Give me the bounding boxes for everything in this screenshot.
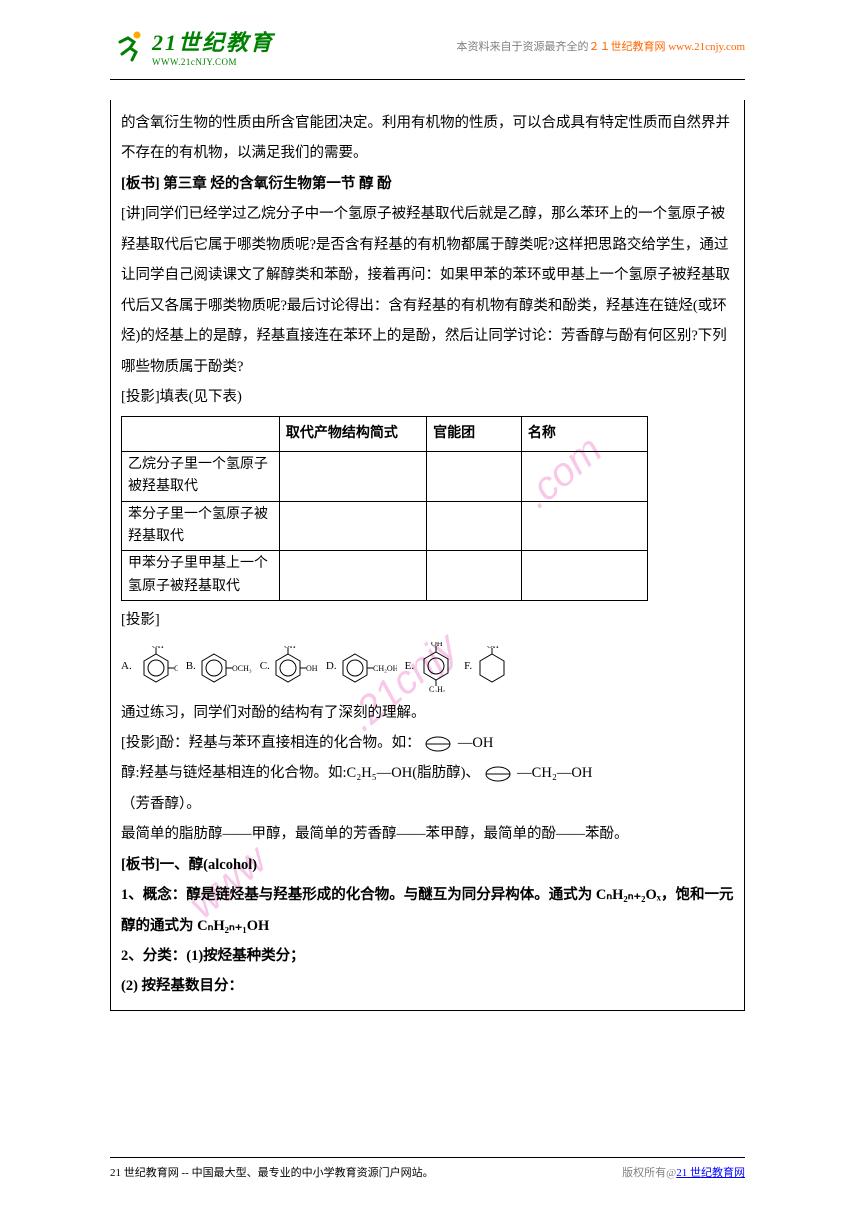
benzene-ring-icon: CH₂OH xyxy=(339,646,397,688)
svg-text:OH: OH xyxy=(431,642,443,648)
def-2b: (2) 按羟基数目分： xyxy=(121,971,734,1001)
footer-left: 21 世纪教育网 -- 中国最大型、最专业的中小学教育资源门户网站。 xyxy=(110,1164,434,1180)
after-exercise-text: 通过练习，同学们对酚的结构有了深刻的理解。 xyxy=(121,698,734,728)
table-cell xyxy=(427,551,522,601)
table-header-cell: 名称 xyxy=(521,417,647,451)
simplest-text: 最简单的脂肪醇——甲醇，最简单的芳香醇——苯甲醇，最简单的酚——苯酚。 xyxy=(121,819,734,849)
fill-table: 取代产物结构简式 官能团 名称 乙烷分子里一个氢原子被羟基取代 苯分子里一个氢原… xyxy=(121,416,648,601)
intro-text: 的含氧衍生物的性质由所含官能团决定。利用有机物的性质，可以合成具有特定性质而自然… xyxy=(121,108,734,169)
alcohol-def: 醇:羟基与链烃基相连的化合物。如:C₂H₅—OH(脂肪醇)、 —CH₂—OH xyxy=(121,758,734,788)
header-source-url: www.21cnjy.com xyxy=(665,41,745,53)
footer-right: 版权所有@21 世纪教育网 xyxy=(622,1164,745,1180)
svg-text:OH: OH xyxy=(152,646,164,650)
board-alcohol-title: [板书]一、醇(alcohol) xyxy=(121,850,734,880)
cyclohexane-ring-icon: OH xyxy=(474,646,510,688)
svg-text:CH₂OH: CH₂OH xyxy=(373,664,397,673)
mol-label: A. xyxy=(121,655,132,678)
table-cell xyxy=(427,451,522,501)
table-header-cell: 取代产物结构简式 xyxy=(279,417,426,451)
table-header-cell xyxy=(122,417,280,451)
table-cell: 苯分子里一个氢原子被羟基取代 xyxy=(122,501,280,551)
svg-text:OH: OH xyxy=(487,646,499,650)
table-cell xyxy=(279,501,426,551)
def-1: 1、概念：醇是链烃基与羟基形成的化合物。与醚互为同分异构体。通式为 CₙH₂ₙ₊… xyxy=(121,880,734,941)
table-header-cell: 官能团 xyxy=(427,417,522,451)
logo-text-url: WWW.21cNJY.COM xyxy=(152,57,274,67)
benzene-ring-icon: OH CH₃ xyxy=(134,646,178,688)
svg-text:OH: OH xyxy=(306,664,318,673)
molecule-c: C. OH OH xyxy=(260,646,318,688)
alcohol-def-prefix: 醇:羟基与链烃基相连的化合物。如:C₂H₅—OH(脂肪醇)、 xyxy=(121,765,480,781)
table-cell xyxy=(521,551,647,601)
logo: 21世纪教育 WWW.21cNJY.COM xyxy=(110,25,274,67)
header-source-prefix: 本资料来自于资源最齐全的 xyxy=(456,41,588,53)
header-source-highlight: ２１世纪教育网 xyxy=(588,41,665,53)
proj3-prefix: [投影]酚：羟基与苯环直接相连的化合物。如： xyxy=(121,735,421,751)
alcohol-def-suffix: —CH₂—OH xyxy=(517,765,592,781)
logo-runner-icon xyxy=(110,28,146,64)
board-title: [板书] 第三章 烃的含氧衍生物第一节 醇 酚 xyxy=(121,169,734,199)
content-frame: 的含氧衍生物的性质由所含官能团决定。利用有机物的性质，可以合成具有特定性质而自然… xyxy=(110,100,745,1011)
footer-right-prefix: 版权所有@ xyxy=(622,1167,676,1179)
table-row: 苯分子里一个氢原子被羟基取代 xyxy=(122,501,648,551)
projection-fill-label: [投影]填表(见下表) xyxy=(121,382,734,412)
benzene-ring-icon: OCH₃ xyxy=(198,646,252,688)
benzene-simple-icon xyxy=(484,765,514,783)
molecule-b: B. OCH₃ xyxy=(186,646,252,688)
page-footer: 21 世纪教育网 -- 中国最大型、最专业的中小学教育资源门户网站。 版权所有@… xyxy=(110,1157,745,1180)
molecule-d: D. CH₂OH xyxy=(326,646,397,688)
projection-3: [投影]酚：羟基与苯环直接相连的化合物。如： —OH xyxy=(121,728,734,758)
table-cell xyxy=(279,551,426,601)
benzene-ring-icon: OH OH xyxy=(272,646,318,688)
logo-text-cn: 21世纪教育 xyxy=(152,25,274,57)
mol-label: F. xyxy=(464,655,472,678)
table-cell xyxy=(521,451,647,501)
benzene-ring-icon: OH C₂H₅ xyxy=(416,642,456,692)
lecture-text: [讲]同学们已经学过乙烷分子中一个氢原子被羟基取代后就是乙醇，那么苯环上的一个氢… xyxy=(121,199,734,382)
benzene-simple-icon xyxy=(424,735,454,753)
projection-2-label: [投影] xyxy=(121,605,734,635)
svg-text:OH: OH xyxy=(284,646,296,650)
svg-text:OCH₃: OCH₃ xyxy=(232,664,252,673)
svg-text:CH₃: CH₃ xyxy=(174,664,178,673)
molecule-row: A. OH CH₃ B. OCH₃ C. OH OH xyxy=(121,642,734,692)
aromatic-alcohol-text: （芳香醇）。 xyxy=(121,789,734,819)
footer-right-link[interactable]: 21 世纪教育网 xyxy=(676,1167,745,1179)
molecule-a: A. OH CH₃ xyxy=(121,646,178,688)
table-row: 乙烷分子里一个氢原子被羟基取代 xyxy=(122,451,648,501)
molecule-f: F. OH xyxy=(464,646,510,688)
table-cell: 乙烷分子里一个氢原子被羟基取代 xyxy=(122,451,280,501)
mol-label: E. xyxy=(405,655,414,678)
header-source: 本资料来自于资源最齐全的２１世纪教育网 www.21cnjy.com xyxy=(456,38,745,54)
table-cell xyxy=(427,501,522,551)
page-header: 21世纪教育 WWW.21cNJY.COM 本资料来自于资源最齐全的２１世纪教育… xyxy=(110,20,745,80)
svg-text:C₂H₅: C₂H₅ xyxy=(429,685,446,692)
table-row: 甲苯分子里甲基上一个氢原子被羟基取代 xyxy=(122,551,648,601)
proj3-suffix: —OH xyxy=(458,735,493,751)
table-cell: 甲苯分子里甲基上一个氢原子被羟基取代 xyxy=(122,551,280,601)
def-2a: 2、分类：(1)按烃基种类分； xyxy=(121,941,734,971)
table-row: 取代产物结构简式 官能团 名称 xyxy=(122,417,648,451)
mol-label: B. xyxy=(186,655,196,678)
mol-label: C. xyxy=(260,655,270,678)
molecule-e: E. OH C₂H₅ xyxy=(405,642,456,692)
table-cell xyxy=(521,501,647,551)
table-cell xyxy=(279,451,426,501)
mol-label: D. xyxy=(326,655,337,678)
